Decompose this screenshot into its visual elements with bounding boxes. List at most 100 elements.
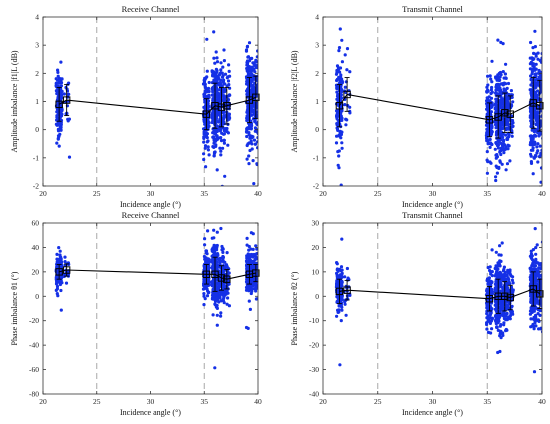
y-tick-label: 20 (312, 243, 320, 252)
scatter-point (202, 78, 206, 82)
scatter-point (506, 143, 510, 147)
scatter-point (498, 125, 502, 129)
scatter-point (507, 135, 511, 139)
scatter-point (495, 165, 499, 170)
scatter-point (340, 141, 344, 145)
y-tick-label: 1 (315, 97, 319, 106)
scatter-point (214, 50, 218, 54)
scatter-point (532, 317, 536, 321)
scatter-point (254, 244, 258, 248)
scatter-point (227, 304, 231, 308)
scatter-point (56, 129, 61, 133)
scatter-point (500, 133, 504, 138)
scatter-point (335, 78, 339, 83)
x-tick-label: 20 (39, 189, 47, 198)
mean-marker (506, 293, 514, 302)
scatter-point (59, 109, 63, 113)
scatter-point (218, 294, 222, 298)
scatter-point (256, 146, 258, 150)
mean-marker (335, 287, 344, 296)
scatter-point (211, 246, 215, 250)
x-tick-label: 35 (201, 189, 209, 198)
scatter-point (335, 64, 340, 68)
scatter-point (217, 282, 221, 286)
scatter-point (536, 318, 540, 322)
scatter-point (202, 140, 206, 144)
scatter-point (502, 142, 506, 147)
y-tick-label: -60 (29, 365, 39, 374)
scatter-point (511, 281, 515, 285)
scatter-point (223, 82, 227, 86)
mean-marker (501, 292, 509, 300)
scatter-point (536, 51, 540, 55)
x-tick-label: 35 (484, 397, 492, 406)
scatter-point (531, 258, 535, 262)
scatter-point (246, 105, 250, 109)
scatter-point (498, 149, 502, 153)
scatter-point (501, 99, 506, 103)
scatter-point (511, 290, 515, 294)
scatter-point (225, 302, 229, 306)
y-tick-label: 1 (35, 97, 39, 106)
scatter-point (254, 286, 258, 291)
scatter-point (531, 275, 535, 279)
scatter-point (508, 159, 512, 163)
scatter-point (533, 154, 538, 158)
scatter-point (501, 289, 505, 293)
scatter-point (335, 295, 339, 299)
scatter-point (496, 38, 500, 42)
scatter-point (248, 134, 252, 138)
scatter-point (540, 121, 542, 126)
scatter-point (60, 265, 64, 269)
scatter-point (494, 309, 498, 313)
scatter-point (537, 327, 541, 331)
scatter-point (249, 287, 253, 291)
x-tick-label: 25 (93, 189, 101, 198)
scatter-point (539, 166, 542, 170)
scatter-point (532, 67, 536, 71)
scatter-point (213, 61, 217, 65)
scatter-point (340, 90, 344, 94)
mean-marker (536, 290, 544, 298)
scatter-point (490, 292, 494, 296)
x-tick-label: 20 (39, 397, 47, 406)
y-tick-label: 60 (32, 219, 40, 228)
x-axis-label: Incidence angle (°) (120, 408, 181, 417)
scatter-point (485, 96, 489, 100)
scatter-point (66, 119, 70, 123)
scatter-point (537, 274, 541, 278)
x-tick-label: 25 (93, 397, 101, 406)
scatter-point (490, 85, 494, 90)
scatter-point (55, 141, 59, 145)
scatter-point (537, 155, 542, 159)
scatter-point (500, 162, 504, 166)
scatter-point (221, 247, 225, 251)
scatter-point (338, 27, 342, 31)
scatter-point (489, 161, 493, 165)
scatter-point (490, 142, 494, 147)
mean-marker (55, 100, 63, 109)
scatter-point (245, 157, 249, 161)
scatter-point (337, 46, 342, 50)
scatter-point (536, 89, 540, 93)
scatter-point (501, 333, 505, 337)
scatter-point (504, 128, 508, 132)
scatter-point (528, 114, 533, 118)
mean-marker (335, 102, 344, 110)
scatter-point (539, 286, 542, 290)
scatter-point (501, 42, 505, 46)
scatter-point (490, 80, 494, 84)
scatter-point (55, 287, 60, 291)
subplot-3: 20 25 30 35 40 -80 -60 -40 -20 0 20 40 60 Receive Cha… (10, 210, 262, 417)
scatter-point (532, 57, 536, 61)
scatter-point (213, 150, 217, 154)
error-bar (203, 264, 209, 285)
scatter-point (537, 115, 541, 119)
scatter-point (202, 303, 206, 307)
scatter-point (211, 70, 216, 74)
x-tick-label: 40 (538, 397, 546, 406)
scatter-point (217, 300, 221, 304)
scatter-point (202, 135, 206, 139)
scatter-point (539, 180, 542, 184)
x-tick-label: 30 (429, 397, 437, 406)
